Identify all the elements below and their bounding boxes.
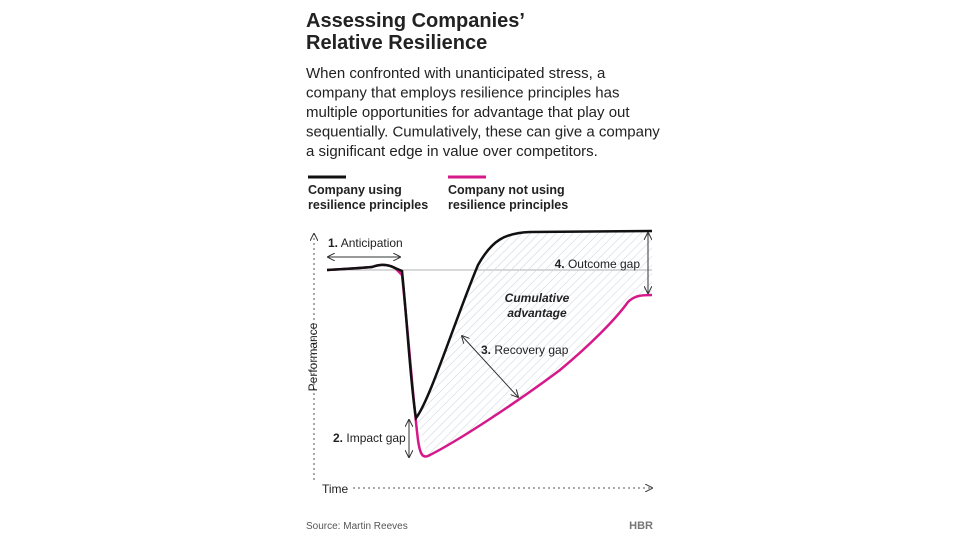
- annotation: 1. Anticipation: [328, 236, 403, 250]
- description-line: sequentially. Cumulatively, these can gi…: [306, 124, 660, 141]
- area-label: Cumulative: [505, 291, 570, 305]
- title-line: Relative Resilience: [306, 32, 487, 54]
- legend-label: Company not using: [448, 183, 565, 197]
- description-line: multiple opportunities for advantage tha…: [306, 104, 630, 121]
- annotation: 4. Outcome gap: [555, 257, 641, 271]
- description-line: a significant edge in value over competi…: [306, 143, 598, 160]
- description-line: When confronted with unanticipated stres…: [306, 65, 606, 82]
- advantage-area: [416, 231, 652, 456]
- y-axis-label: Performance: [306, 322, 320, 391]
- description: When confronted with unanticipated stres…: [306, 65, 660, 160]
- annotation: 2. Impact gap: [333, 431, 406, 445]
- description-line: company that employs resilience principl…: [306, 85, 619, 102]
- area-label: advantage: [507, 306, 567, 320]
- legend-label: resilience principles: [448, 198, 568, 212]
- legend-label: resilience principles: [308, 198, 428, 212]
- title-line: Assessing Companies’: [306, 10, 525, 32]
- brand: HBR: [629, 520, 653, 532]
- annotation: 3. Recovery gap: [481, 343, 569, 357]
- source: Source: Martin Reeves: [306, 521, 408, 532]
- x-axis-label: Time: [322, 482, 349, 496]
- curve-resilient: [326, 229, 653, 421]
- legend-label: Company using: [308, 183, 402, 197]
- arrow: [462, 336, 518, 397]
